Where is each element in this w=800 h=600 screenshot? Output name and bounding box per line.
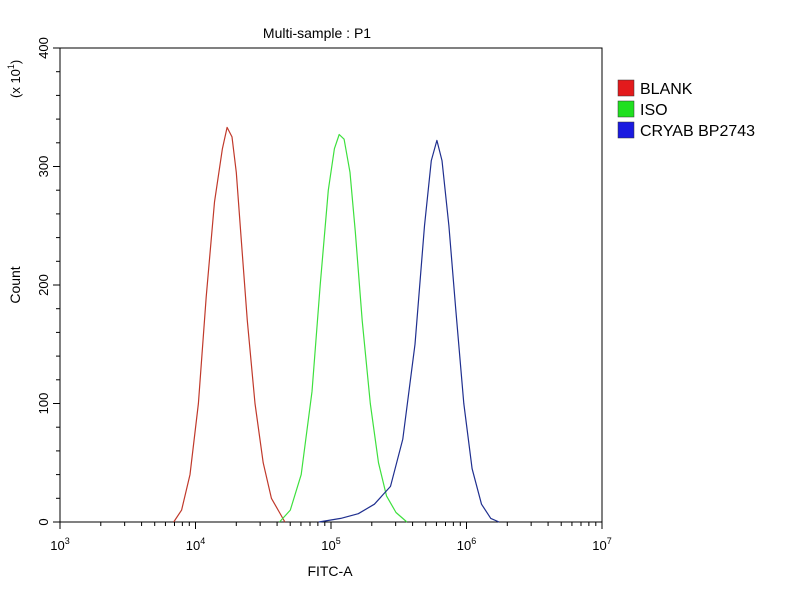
x-tick-exponent: 3 xyxy=(65,536,70,546)
y-tick-label: 0 xyxy=(36,518,51,525)
x-tick-exponent: 6 xyxy=(471,536,476,546)
y-axis-multiplier: (x 101) xyxy=(6,60,23,98)
y-tick-label: 100 xyxy=(36,393,51,415)
x-tick-label: 104 xyxy=(186,536,205,553)
x-tick-label: 107 xyxy=(592,536,611,553)
legend: BLANK ISO CRYAB BP2743 xyxy=(617,79,755,140)
y-tick-label: 200 xyxy=(36,274,51,296)
x-tick-exponent: 5 xyxy=(336,536,341,546)
y-tick-label: 400 xyxy=(36,37,51,59)
x-axis-title: FITC-A xyxy=(307,563,353,579)
series-line-cryab-bp2743 xyxy=(318,139,500,523)
legend-label: ISO xyxy=(640,102,668,119)
legend-label: CRYAB BP2743 xyxy=(640,123,755,140)
legend-swatch xyxy=(617,121,635,139)
y-axis: 0 100 200 300 400 xyxy=(36,37,60,526)
y-multiplier-exponent: 1 xyxy=(6,64,16,69)
x-axis: 103 104 105 106 107 xyxy=(50,522,612,553)
y-axis-title: Count xyxy=(7,266,23,303)
plot-frame xyxy=(59,47,603,523)
x-tick-base: 10 xyxy=(592,538,606,553)
x-tick-label: 106 xyxy=(457,536,476,553)
series-layer xyxy=(173,126,500,523)
x-tick-base: 10 xyxy=(457,538,471,553)
x-tick-exponent: 4 xyxy=(200,536,205,546)
series-line-blank xyxy=(173,126,286,523)
y-multiplier-suffix: ) xyxy=(8,60,23,64)
x-tick-base: 10 xyxy=(50,538,64,553)
y-multiplier-prefix: (x 10 xyxy=(8,69,23,98)
x-tick-exponent: 7 xyxy=(607,536,612,546)
legend-swatch xyxy=(617,100,635,118)
x-tick-label: 103 xyxy=(50,536,69,553)
x-tick-base: 10 xyxy=(186,538,200,553)
y-tick-label: 300 xyxy=(36,156,51,178)
x-tick-base: 10 xyxy=(321,538,335,553)
legend-label: BLANK xyxy=(640,81,693,98)
legend-swatch xyxy=(617,79,635,97)
chart-title: Multi-sample : P1 xyxy=(263,25,371,41)
x-tick-label: 105 xyxy=(321,536,340,553)
series-line-iso xyxy=(279,133,408,523)
